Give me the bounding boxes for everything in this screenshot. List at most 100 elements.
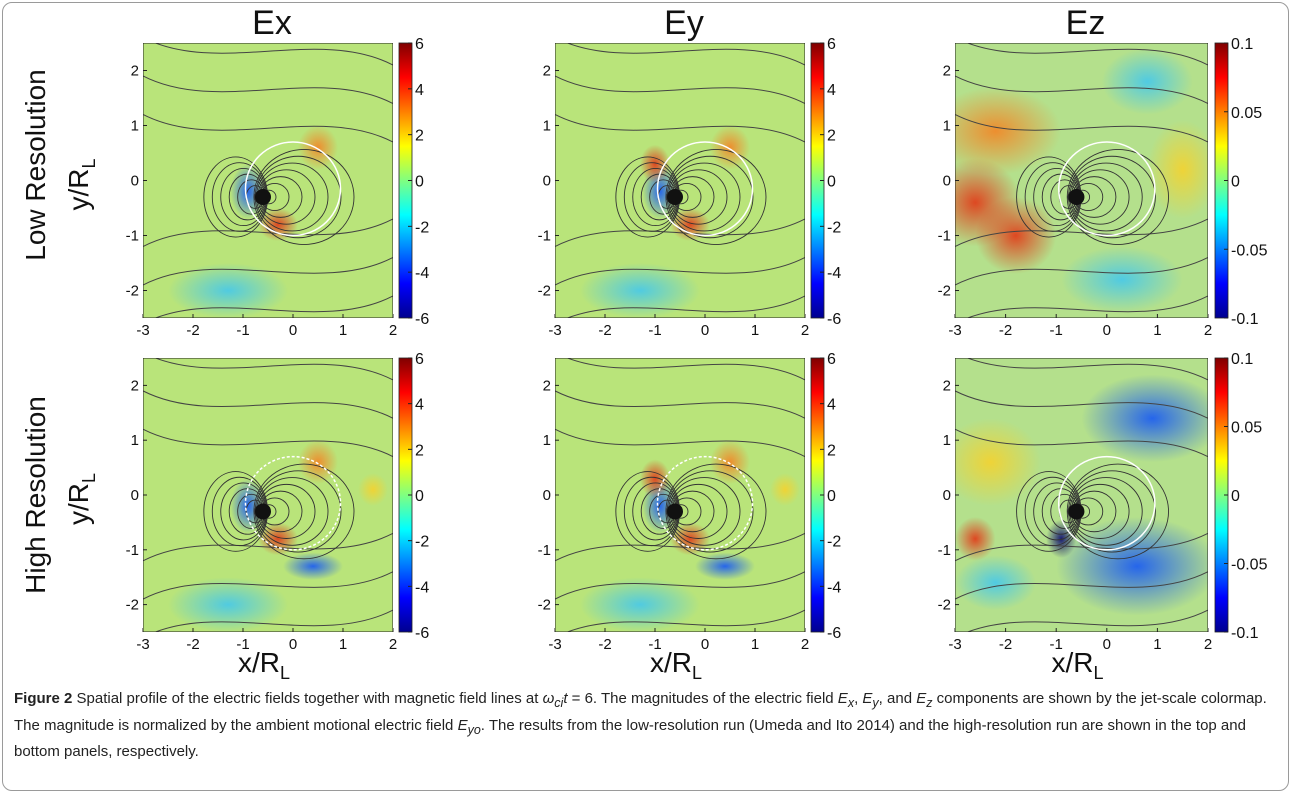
caption-text: Spatial profile of the electric fields t… [72, 690, 543, 707]
boundary-circle [1057, 141, 1156, 237]
caption-math-symbol: E [862, 690, 873, 707]
field-line [253, 149, 355, 245]
x-axis-label-sub: L [280, 663, 290, 683]
colorbar-tick-label: 4 [415, 82, 424, 99]
y-tick-label: 2 [943, 63, 951, 80]
panel-image [955, 358, 1208, 632]
panel: -3 -2 -1 0 1 2 2 1 0 -1 -2 0.1 0.05 0 -0.05 -0.1 [938, 351, 1268, 653]
y-tick-label: -2 [126, 597, 139, 614]
x-tick-label: -3 [548, 636, 561, 653]
field-line [966, 358, 1208, 381]
y-axis-label-main: y/R [63, 483, 94, 525]
x-tick-label: -1 [648, 322, 661, 339]
x-axis-label-sub: L [1094, 663, 1104, 683]
caption-text: . The results from the low-resolution ru… [14, 716, 1246, 761]
panel-image [143, 43, 393, 318]
y-axis-label-sub: L [79, 158, 99, 168]
field-line [143, 218, 393, 247]
y-tick-label: 1 [943, 118, 951, 135]
caption: Figure 2 Spatial profile of the electric… [14, 688, 1282, 764]
boundary-circle [656, 141, 754, 237]
field-region [580, 263, 700, 318]
field-line [665, 149, 767, 245]
field-line [154, 295, 393, 318]
field-line [555, 390, 805, 419]
colorbar-tick-label: 4 [827, 82, 836, 99]
y-tick-label: 1 [131, 432, 139, 449]
colorbar-tick-label: 4 [415, 397, 424, 414]
field-line [154, 43, 393, 66]
field-region [640, 144, 670, 184]
caption-math-sub: x [847, 696, 855, 710]
field-line [143, 532, 393, 562]
field-region [168, 577, 288, 632]
colorbar-tick-label: 2 [415, 128, 424, 145]
y-tick-label: -2 [538, 597, 551, 614]
field-region [283, 552, 343, 580]
dipole-core [1068, 503, 1085, 520]
colorbar-tick-label: 2 [415, 442, 424, 459]
x-tick-label: 2 [389, 636, 397, 653]
field-line [555, 218, 805, 247]
field-line [555, 571, 805, 600]
x-tick-label: 2 [389, 322, 397, 339]
row-label: High Resolution [20, 396, 51, 594]
field-line [143, 114, 393, 143]
dipole-core [667, 503, 683, 520]
x-axis-label-sub: L [692, 663, 702, 683]
field-line [555, 75, 805, 104]
x-tick-label: -2 [186, 322, 199, 339]
y-tick-label: 0 [943, 487, 951, 504]
y-tick-label: 0 [943, 173, 951, 190]
x-tick-label: -3 [548, 322, 561, 339]
panel-image [555, 358, 805, 632]
colorbar-tick-label: -2 [827, 534, 841, 551]
y-tick-label: -2 [538, 283, 551, 300]
y-tick-label: 2 [131, 377, 139, 394]
row-label: Low Resolution [20, 69, 51, 260]
field-line [143, 390, 393, 419]
colorbar-tick-label: -2 [827, 219, 841, 236]
caption-math: Ex [838, 690, 855, 710]
y-tick-label: -2 [938, 597, 951, 614]
field-line [955, 114, 1208, 143]
field-region [770, 473, 800, 506]
colorbar-tick-label: -6 [827, 625, 841, 642]
x-tick-label: 0 [289, 322, 297, 339]
caption-math: t [563, 690, 567, 707]
x-axis-label: x/RL [1052, 647, 1104, 683]
field-region [1101, 48, 1193, 115]
x-tick-label: -2 [999, 322, 1012, 339]
y-tick-label: -1 [938, 228, 951, 245]
y-axis-label-main: y/R [63, 169, 94, 211]
field-line [955, 218, 1208, 247]
column-title: Ez [1066, 4, 1106, 42]
caption-label: Figure 2 [14, 690, 73, 707]
panel-image [555, 43, 805, 318]
x-axis-label: x/RL [650, 647, 702, 683]
field-region [695, 552, 755, 580]
colorbar-tick-label: 0.1 [1231, 351, 1253, 368]
field-region [580, 577, 700, 632]
y-tick-label: 0 [131, 173, 139, 190]
colorbar-tick-label: -4 [827, 265, 841, 282]
y-tick-label: 2 [543, 63, 551, 80]
x-tick-label: -3 [136, 636, 149, 653]
field-region [710, 440, 750, 485]
x-axis-label-main: x/R [1052, 647, 1094, 678]
y-tick-label: -2 [938, 283, 951, 300]
colorbar-tick-label: -6 [415, 311, 429, 328]
y-tick-label: 1 [943, 432, 951, 449]
x-tick-label: 1 [1153, 322, 1161, 339]
panel: -3 -2 -1 0 1 2 2 1 0 -1 -2 6 4 2 0 -2 -4 -6 [538, 351, 842, 653]
x-tick-label: 2 [801, 636, 809, 653]
colorbar-tick-label: 2 [827, 442, 836, 459]
y-axis-label: y/RL [63, 158, 99, 210]
x-tick-label: 0 [701, 322, 709, 339]
y-tick-label: -1 [126, 542, 139, 559]
y-tick-label: 2 [543, 377, 551, 394]
field-region [955, 516, 996, 561]
field-region [298, 440, 338, 485]
field-line [665, 463, 767, 560]
